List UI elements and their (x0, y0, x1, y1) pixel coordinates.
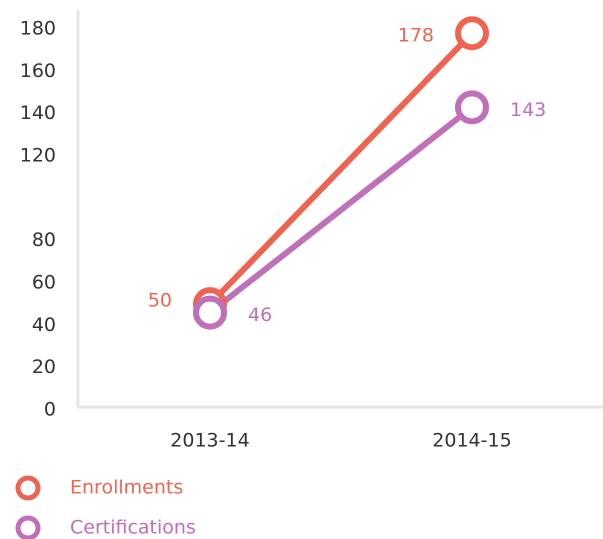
y-tick-label: 80 (32, 229, 56, 251)
y-tick-label: 180 (20, 18, 56, 40)
y-tick-label: 160 (20, 60, 56, 82)
series-line (208, 104, 474, 315)
point (193, 295, 227, 330)
point (455, 16, 489, 51)
y-tick-label: 40 (32, 314, 56, 336)
data-label: 178 (398, 25, 434, 47)
y-tick-label: 140 (20, 102, 56, 124)
y-tick-label: 0 (44, 399, 56, 421)
y-tick-label: 60 (32, 272, 56, 294)
x-tick-label: 2013-14 (170, 430, 249, 452)
legend-label: Certifications (70, 517, 196, 539)
y-tick-label: 20 (32, 356, 56, 378)
data-label: 143 (510, 99, 546, 121)
x-tick-label: 2014-15 (432, 430, 511, 452)
legend-label: Enrollments (70, 477, 183, 499)
point (455, 90, 489, 125)
series-line (207, 31, 475, 307)
legend-marker (15, 515, 41, 539)
data-label: 50 (148, 290, 172, 312)
y-tick-label: 120 (20, 145, 56, 167)
legend-marker (15, 475, 41, 501)
data-label: 46 (248, 304, 272, 326)
